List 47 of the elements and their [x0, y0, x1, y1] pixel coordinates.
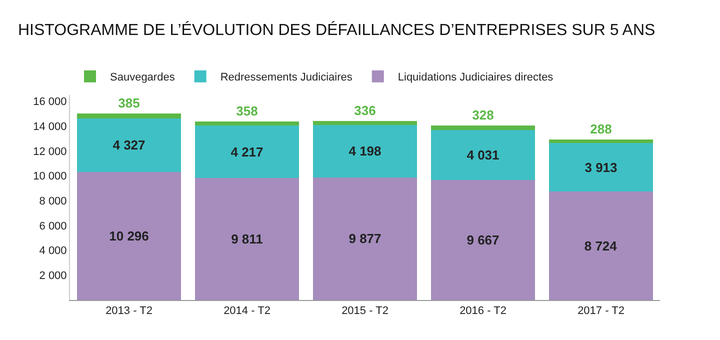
- y-tick-label: 10 000: [33, 170, 67, 183]
- x-tick-label: 2014 - T2: [224, 305, 270, 318]
- bar: [431, 130, 535, 180]
- bar: [313, 177, 417, 300]
- data-label: 4 198: [348, 144, 382, 159]
- bar: [313, 120, 417, 126]
- y-tick-label: 14 000: [33, 120, 67, 133]
- legend-label: Liquidations Judiciaires directes: [398, 72, 554, 84]
- data-label: 336: [354, 102, 376, 118]
- bar: [549, 142, 653, 192]
- data-label: 9 667: [466, 232, 500, 248]
- y-tick-label: 4 000: [39, 245, 67, 258]
- data-label: 328: [472, 108, 494, 123]
- legend-label: Redressements Judiciaires: [220, 72, 353, 84]
- chart-title: HISTOGRAMME DE L’ÉVOLUTION DES DÉFAILLANCES D’ENTREPRISES SUR 5 ANS: [18, 21, 656, 39]
- bar: [77, 118, 181, 172]
- x-tick-label: 2015 - T2: [342, 305, 388, 318]
- bar: [431, 126, 535, 130]
- y-tick-label: 2 000: [39, 270, 67, 282]
- data-label: 8 724: [584, 238, 618, 254]
- bar: [549, 192, 653, 300]
- bar: [431, 180, 535, 300]
- data-label: 385: [118, 96, 140, 111]
- y-tick-label: 16 000: [33, 96, 67, 108]
- data-label: 288: [590, 121, 612, 136]
- data-label: 4 327: [112, 138, 146, 153]
- x-tick-label: 2016 - T2: [460, 305, 506, 318]
- data-label: 358: [236, 103, 258, 118]
- data-label: 4 217: [230, 144, 264, 160]
- y-tick-label: 8 000: [39, 195, 67, 208]
- data-label: 9 877: [348, 231, 382, 246]
- x-tick-label: 2017 - T2: [578, 305, 624, 318]
- data-label: 10 296: [109, 228, 149, 244]
- y-tick-label: 12 000: [33, 146, 67, 158]
- bar: [549, 139, 653, 143]
- legend-label: Sauvegardes: [110, 72, 176, 84]
- bar: [195, 121, 299, 126]
- data-label: 3 913: [584, 160, 618, 175]
- bar: [77, 172, 181, 300]
- data-label: 4 031: [466, 147, 500, 162]
- bar: [77, 114, 181, 118]
- x-tick-label: 2013 - T2: [106, 305, 152, 318]
- bar: [313, 125, 417, 178]
- bar: [195, 178, 299, 300]
- y-tick-label: 6 000: [39, 220, 67, 232]
- data-label: 9 811: [231, 232, 263, 247]
- bar: [195, 126, 299, 178]
